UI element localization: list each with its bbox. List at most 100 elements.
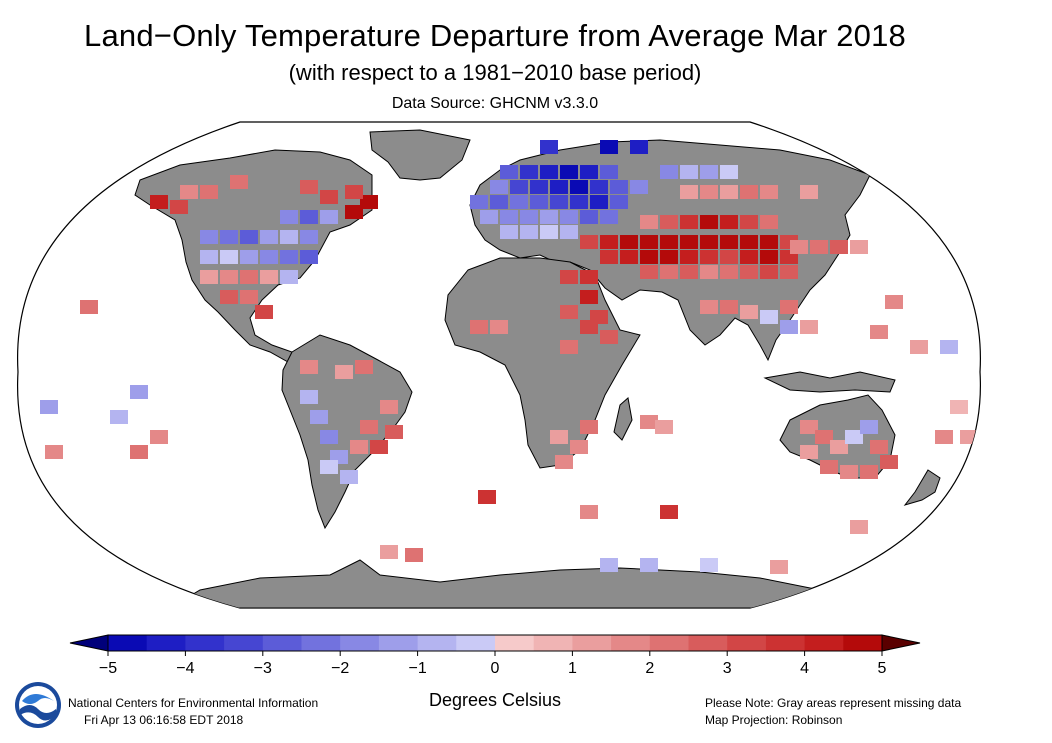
map-subtitle: (with respect to a 1981−2010 base period… [288, 60, 702, 85]
anomaly-cell [470, 320, 488, 334]
anomaly-cell [560, 165, 578, 179]
anomaly-cell [385, 425, 403, 439]
anomaly-cell [820, 460, 838, 474]
anomaly-cell [335, 365, 353, 379]
anomaly-cell [720, 165, 738, 179]
legend-tick-label: 2 [645, 660, 654, 677]
legend-tick-label: −4 [176, 660, 194, 677]
anomaly-cell [320, 190, 338, 204]
anomaly-cell [830, 440, 848, 454]
anomaly-cell [660, 250, 678, 264]
anomaly-cell [790, 240, 808, 254]
anomaly-cell [345, 185, 363, 199]
anomaly-cell [600, 210, 618, 224]
anomaly-cell [660, 505, 678, 519]
anomaly-cell [260, 250, 278, 264]
anomaly-cell [500, 210, 518, 224]
anomaly-cell [200, 250, 218, 264]
anomaly-cell [800, 320, 818, 334]
anomaly-cell [345, 205, 363, 219]
anomaly-cell [640, 415, 658, 429]
anomaly-cell [550, 195, 568, 209]
anomaly-cell [800, 420, 818, 434]
anomaly-cell [478, 490, 496, 504]
anomaly-cell [240, 250, 258, 264]
anomaly-cell [580, 420, 598, 434]
anomaly-cell [560, 210, 578, 224]
anomaly-cell [950, 400, 968, 414]
anomaly-cell [540, 165, 558, 179]
anomaly-cell [220, 250, 238, 264]
org-name: National Centers for Environmental Infor… [68, 696, 319, 710]
anomaly-cell [510, 195, 528, 209]
anomaly-cell [310, 410, 328, 424]
legend-units: Degrees Celsius [428, 690, 562, 710]
anomaly-cell [500, 165, 518, 179]
legend-bin [495, 635, 535, 651]
anomaly-cell [280, 230, 298, 244]
anomaly-cell [630, 180, 648, 194]
anomaly-cell [720, 185, 738, 199]
anomaly-cell [470, 195, 488, 209]
anomaly-cell [760, 235, 778, 249]
anomaly-cell [840, 465, 858, 479]
anomaly-cell [590, 195, 608, 209]
anomaly-cell [520, 165, 538, 179]
anomaly-cell [780, 320, 798, 334]
anomaly-cell [580, 320, 598, 334]
anomaly-cell [740, 265, 758, 279]
anomaly-cell [300, 230, 318, 244]
anomaly-cell [540, 140, 558, 154]
anomaly-cell [320, 430, 338, 444]
anomaly-cell [700, 300, 718, 314]
antarctica-landmass [168, 559, 852, 608]
anomaly-cell [200, 270, 218, 284]
anomaly-cell [45, 445, 63, 459]
anomaly-cell [170, 200, 188, 214]
anomaly-cell [620, 250, 638, 264]
anomaly-cell [720, 265, 738, 279]
anomaly-cell [740, 305, 758, 319]
anomaly-cell [740, 235, 758, 249]
anomaly-cell [700, 185, 718, 199]
anomaly-cell [660, 165, 678, 179]
missing-data-note: Please Note: Gray areas represent missin… [705, 696, 962, 710]
anomaly-cell [300, 360, 318, 374]
anomaly-cell [680, 215, 698, 229]
color-legend: −5 −4 −3 −2 −1 0 1 2 3 4 5 [69, 634, 921, 677]
legend-bin [456, 635, 496, 651]
legend-tick-label: −2 [331, 660, 349, 677]
anomaly-cell [380, 545, 398, 559]
anomaly-cell [320, 460, 338, 474]
anomaly-cell [220, 230, 238, 244]
anomaly-cell [610, 180, 628, 194]
anomaly-cells [40, 140, 978, 574]
anomaly-cell [640, 250, 658, 264]
anomaly-cell [580, 235, 598, 249]
anomaly-cell [780, 265, 798, 279]
anomaly-cell [180, 185, 198, 199]
anomaly-cell [355, 360, 373, 374]
anomaly-cell [580, 505, 598, 519]
anomaly-cell [380, 400, 398, 414]
anomaly-cell [550, 180, 568, 194]
anomaly-cell [940, 340, 958, 354]
anomaly-cell [220, 270, 238, 284]
anomaly-cell [480, 210, 498, 224]
anomaly-cell [580, 290, 598, 304]
anomaly-cell [300, 250, 318, 264]
anomaly-cell [40, 400, 58, 414]
anomaly-cell [870, 440, 888, 454]
indonesia-landmass [763, 371, 896, 393]
anomaly-cell [640, 235, 658, 249]
anomaly-cell [240, 290, 258, 304]
projection-note: Map Projection: Robinson [705, 713, 843, 727]
legend-bin [804, 635, 844, 651]
anomaly-cell [490, 180, 508, 194]
anomaly-cell [810, 240, 828, 254]
legend-bin [843, 635, 883, 651]
legend-tick-label: 1 [568, 660, 577, 677]
anomaly-cell [870, 325, 888, 339]
anomaly-cell [230, 175, 248, 189]
anomaly-cell [560, 305, 578, 319]
